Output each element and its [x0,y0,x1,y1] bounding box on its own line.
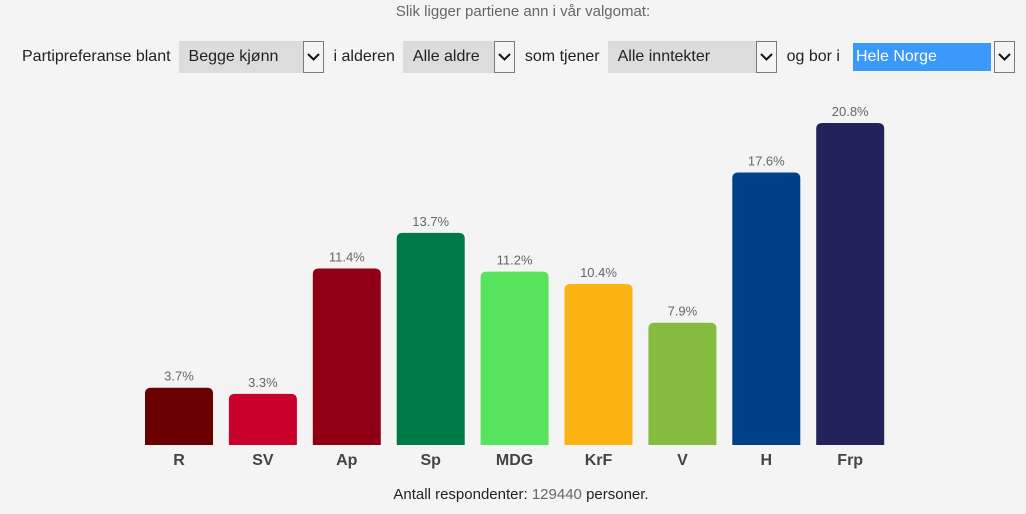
bar-mdg[interactable] [480,271,549,445]
gender-select[interactable]: Begge kjønn [178,41,324,73]
chevron-down-icon[interactable] [302,41,324,73]
chart-title: Slik ligger partiene ann i vår valgomat: [395,3,651,20]
respondent-count: Antall respondenter: 129440 personer. [0,486,1026,503]
bar-chart: 3.7% R 3.3% SV 11.4% Ap 13.7% Sp 11.2% MDG 10.4% Kr… [145,104,885,469]
category-label: H [761,452,773,469]
value-label: 20.8% [832,104,869,119]
value-label: 7.9% [668,304,698,319]
age-label: i alderen [333,48,395,65]
age-select[interactable]: Alle aldre [402,41,515,73]
respondent-label: Antall respondenter: [393,486,528,503]
bar-v[interactable] [648,322,717,445]
region-label: og bor i [786,48,840,65]
value-label: 13.7% [412,214,449,229]
bar-r[interactable] [145,387,213,445]
bar-krf[interactable] [564,284,633,445]
category-label: Ap [336,452,358,469]
category-label: R [173,452,185,469]
income-label: som tjener [524,48,600,65]
category-label: SV [252,452,274,469]
value-label: 11.4% [329,250,365,265]
bar-sv[interactable] [228,393,297,445]
preference-label: Partipreferanse blant [22,48,171,65]
category-label: Frp [837,452,863,469]
category-label: V [677,452,688,469]
age-select-value: Alle aldre [412,48,480,65]
value-label: 11.2% [497,253,533,268]
category-label: MDG [496,452,533,469]
region-select-value: Hele Norge [852,43,991,71]
chevron-down-icon[interactable] [493,41,515,73]
chevron-down-icon[interactable] [755,41,777,73]
category-label: Sp [420,452,441,469]
value-label: 3.3% [248,375,278,390]
category-label: KrF [585,452,613,469]
gender-select-value: Begge kjønn [188,48,279,65]
income-select[interactable]: Alle inntekter [607,41,777,73]
bar-sp[interactable] [396,232,465,445]
region-select[interactable]: Hele Norge [847,41,1015,73]
respondent-suffix: personer. [586,486,649,503]
value-label: 17.6% [748,154,785,169]
bar-frp[interactable] [816,123,885,445]
value-label: 3.7% [164,369,194,384]
value-label: 10.4% [580,265,617,280]
bar-h[interactable] [732,172,801,446]
income-select-value: Alle inntekter [617,48,711,65]
respondent-number: 129440 [531,486,582,503]
bar-ap[interactable] [312,268,381,445]
filter-row: Partipreferanse blant Begge kjønn i alde… [22,41,1025,73]
chevron-down-icon[interactable] [993,41,1015,73]
